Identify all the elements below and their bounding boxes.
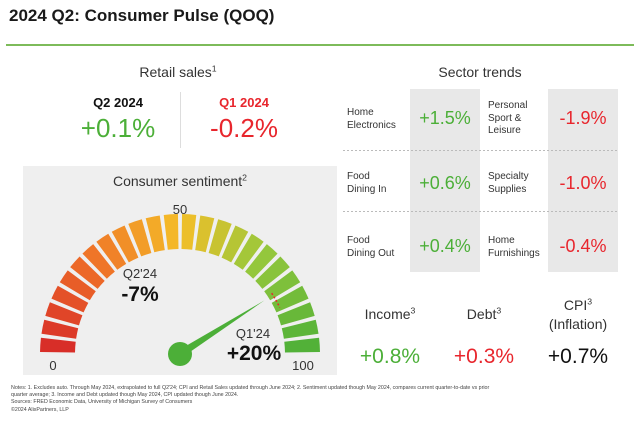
gauge-segment — [70, 256, 105, 289]
sentiment-q1-label: Q1'24 — [235, 326, 271, 341]
sector-value-food-dining-in: +0.6% — [419, 173, 471, 193]
sentiment-q2-value: -7% — [121, 283, 159, 306]
sentiment-q2-label: Q2'24 — [122, 266, 158, 281]
sentiment-panel: Consumer sentiment2 50 0 100 Q2'24 -7% Q… — [23, 166, 337, 375]
gauge-segment — [284, 337, 320, 353]
gauge-segment — [96, 233, 127, 270]
gauge-segment — [59, 270, 96, 301]
page-title: 2024 Q2: Consumer Pulse (QOQ) — [9, 6, 275, 25]
sentiment-q1-value: +20% — [226, 342, 282, 365]
retail-divider — [180, 92, 181, 148]
retail-q1-period: Q1 2024 — [219, 95, 269, 110]
sector-value-personal-sport: -1.9% — [559, 108, 607, 128]
footnotes: Notes: 1. Excludes auto. Through May 202… — [11, 385, 633, 414]
sector-label-home-furnishings: Home Furnishings — [488, 235, 540, 259]
gauge-progress-arrow — [271, 292, 281, 308]
gauge-segment — [233, 233, 264, 270]
sector-label-food-dining-out: Food Dining Out — [347, 235, 395, 259]
gauge-segment — [277, 302, 315, 326]
gauge-segment — [264, 270, 301, 301]
footnote-copyright: ©2024 AlixPartners, LLP — [11, 407, 69, 414]
income-heading: Income3 — [350, 306, 430, 322]
gauge-segment — [45, 302, 83, 326]
gauge-segment — [195, 215, 215, 253]
debt-label: Debt — [466, 306, 497, 322]
gauge-hub — [168, 342, 192, 366]
gauge-segment — [281, 319, 319, 339]
gauge-needle — [177, 300, 265, 358]
footnote-line: quarter average; 3. Income and Debt upda… — [11, 391, 239, 398]
footnote-sources: Sources: FRED Economic Data, University … — [11, 398, 193, 405]
sector-label-food-dining-in: Food Dining In — [347, 171, 387, 195]
gauge-segment — [208, 219, 232, 257]
income-label: Income — [364, 306, 411, 322]
cpi-label: CPI — [563, 297, 588, 313]
income-value: +0.8% — [359, 345, 421, 368]
gauge-segment — [145, 215, 165, 253]
gauge-scale-min: 0 — [49, 358, 57, 373]
sector-row-divider — [343, 211, 618, 212]
sector-value-specialty-supplies: -1.0% — [559, 173, 607, 193]
gauge-segment — [221, 225, 249, 263]
retail-q2-value: +0.1% — [80, 113, 156, 143]
title-divider — [6, 44, 634, 46]
debt-sup: 3 — [496, 305, 502, 316]
gauge-segment — [255, 256, 290, 289]
footnote-line: Notes: 1. Excludes auto. Through May 202… — [11, 385, 490, 391]
debt-heading: Debt3 — [444, 306, 524, 322]
retail-sales-label: Retail sales — [139, 64, 212, 80]
sector-label-specialty-supplies: Specialty Supplies — [488, 171, 529, 195]
sector-trends-heading: Sector trends — [438, 64, 522, 80]
gauge-segment — [163, 214, 179, 250]
retail-q2-period: Q2 2024 — [93, 95, 143, 110]
gauge-segment — [51, 285, 89, 313]
gauge-segment — [271, 285, 309, 313]
sector-right-value-column — [548, 89, 618, 272]
gauge-segment — [82, 244, 115, 279]
income-sup: 3 — [410, 305, 416, 316]
gauge-segment — [41, 319, 79, 339]
sector-row-divider — [343, 150, 618, 151]
gauge-segment — [128, 219, 152, 257]
sentiment-heading: Consumer sentiment2 — [23, 173, 337, 189]
sector-label-home-electronics: Home Electronics — [347, 107, 396, 131]
debt-value: +0.3% — [453, 345, 515, 368]
sector-label-personal-sport: Personal Sport & Leisure — [488, 100, 528, 136]
gauge-segment — [181, 214, 197, 250]
retail-sales-sup: 1 — [211, 63, 217, 74]
sentiment-label: Consumer sentiment — [113, 173, 243, 189]
sector-left-value-column — [410, 89, 480, 272]
gauge-segment — [111, 225, 139, 263]
sector-value-food-dining-out: +0.4% — [419, 236, 471, 256]
gauge-segment — [40, 337, 76, 353]
cpi-value: +0.7% — [547, 345, 609, 368]
sector-value-home-electronics: +1.5% — [419, 108, 471, 128]
sentiment-sup: 2 — [242, 172, 247, 183]
retail-sales-heading: Retail sales1 — [88, 64, 268, 80]
gauge-scale-max: 100 — [292, 358, 314, 373]
sentiment-gauge — [40, 214, 320, 366]
cpi-heading: CPI3 — [538, 297, 618, 313]
gauge-ticks — [40, 214, 320, 353]
gauge-scale-mid: 50 — [172, 202, 188, 217]
sector-value-home-furnishings: -0.4% — [559, 236, 607, 256]
cpi-sup: 3 — [587, 296, 593, 307]
gauge-segment — [245, 244, 278, 279]
cpi-sublabel: (Inflation) — [548, 316, 608, 332]
retail-q1-value: -0.2% — [210, 113, 278, 143]
